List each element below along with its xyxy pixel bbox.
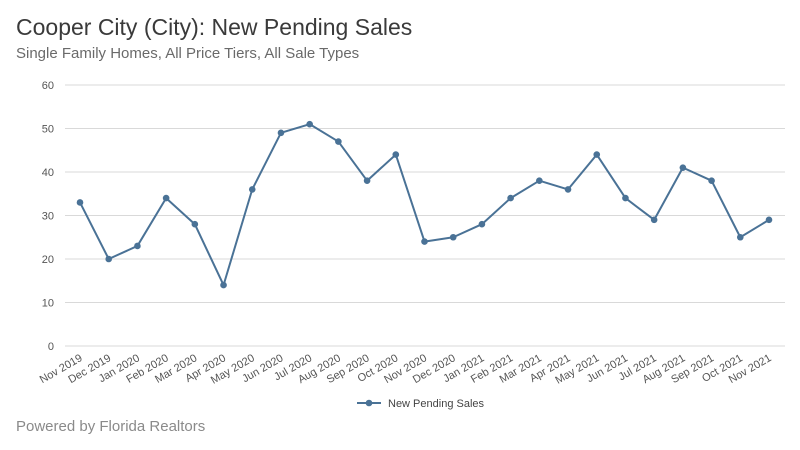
data-point[interactable] [536, 177, 543, 184]
data-point[interactable] [421, 238, 428, 245]
data-point[interactable] [277, 129, 285, 137]
data-point[interactable] [248, 186, 256, 193]
data-point[interactable] [765, 216, 773, 224]
data-point[interactable] [622, 194, 629, 202]
data-point[interactable] [191, 220, 199, 228]
data-point[interactable] [507, 194, 514, 202]
y-axis-ticks: 0 10 20 30 40 50 60 [42, 80, 54, 353]
data-point[interactable] [134, 242, 141, 250]
data-point[interactable] [593, 151, 601, 158]
y-tick-label: 10 [42, 298, 54, 310]
data-point[interactable] [478, 220, 486, 228]
series-layer [76, 120, 773, 289]
data-point[interactable] [708, 177, 715, 184]
footer-credit: Powered by Florida Realtors [16, 418, 206, 435]
data-point[interactable] [392, 151, 400, 158]
legend[interactable]: New Pending Sales [357, 398, 485, 410]
data-point[interactable] [220, 281, 227, 289]
data-point[interactable] [736, 233, 744, 241]
data-point[interactable] [76, 199, 84, 206]
data-point[interactable] [363, 177, 371, 184]
legend-label[interactable]: New Pending Sales [388, 398, 485, 410]
data-point[interactable] [105, 255, 113, 263]
data-point[interactable] [306, 120, 313, 128]
data-point[interactable] [679, 164, 687, 171]
y-tick-label: 40 [42, 167, 54, 179]
chart-title: Cooper City (City): New Pending Sales [16, 14, 413, 40]
y-tick-label: 50 [42, 124, 54, 136]
data-point[interactable] [449, 233, 457, 241]
grid-lines [65, 84, 785, 347]
chart-subtitle: Single Family Homes, All Price Tiers, Al… [16, 45, 360, 62]
y-tick-label: 20 [42, 254, 54, 266]
data-point[interactable] [162, 194, 170, 202]
y-tick-label: 60 [42, 80, 54, 92]
series-line [79, 123, 770, 287]
data-point[interactable] [335, 138, 342, 145]
y-tick-label: 30 [42, 211, 54, 223]
data-point[interactable] [650, 216, 658, 224]
legend-marker [365, 399, 373, 407]
y-tick-label: 0 [48, 341, 54, 353]
data-point[interactable] [564, 186, 572, 193]
